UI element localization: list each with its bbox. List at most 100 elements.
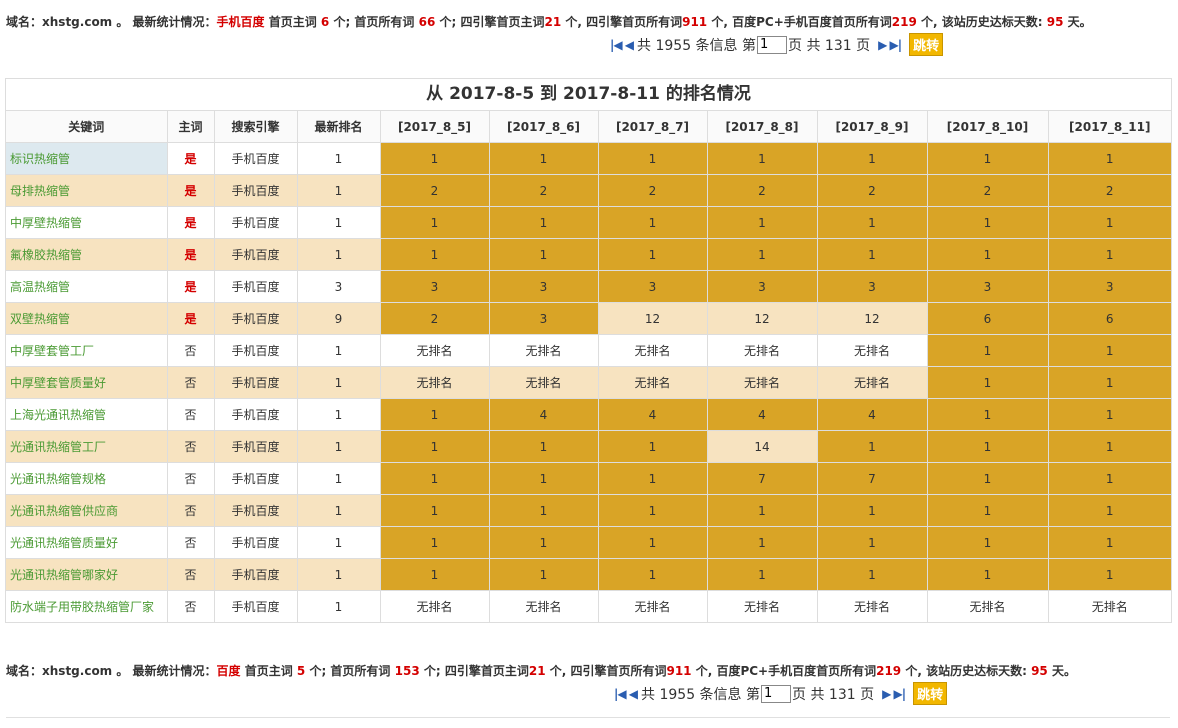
stats-value: 66 (418, 15, 436, 29)
day-rank-cell: 2 (379, 302, 490, 335)
day-rank-cell: 6 (1047, 302, 1171, 335)
first-prev-page-icon[interactable]: |◀ ◀ (610, 37, 634, 52)
stats-value: 219 (891, 15, 917, 29)
day-rank-cell: 14 (706, 430, 818, 463)
engine-cell: 手机百度 (213, 334, 298, 367)
day-rank-cell: 12 (597, 302, 708, 335)
engine-cell: 手机百度 (213, 206, 298, 239)
engine-cell: 手机百度 (213, 398, 298, 431)
day-rank-cell: 无排名 (706, 366, 818, 399)
ranking-table: 关键词 主词 搜索引擎 最新排名 [2017_8_5] [2017_8_6] [… (6, 111, 1171, 622)
go-button[interactable]: 跳转 (913, 682, 948, 705)
keyword-link[interactable]: 光通讯热缩管供应商 (6, 494, 168, 527)
day-rank-cell: 1 (488, 494, 599, 527)
day-rank-cell: 无排名 (1047, 590, 1171, 622)
day-rank-cell: 1 (926, 526, 1049, 559)
day-rank-cell: 1 (379, 526, 490, 559)
ranking-table-panel: 从 2017-8-5 到 2017-8-11 的排名情况 关键词 主词 搜索引擎… (5, 78, 1172, 623)
main-flag: 是 (166, 206, 215, 239)
latest-rank-cell: 1 (296, 206, 381, 239)
day-rank-cell: 1 (706, 558, 818, 591)
table-row: 防水端子用带胶热缩管厂家否手机百度 1 无排名 无排名 无排名 无排名 无排名 无排名 无排名 (6, 590, 1171, 622)
stats-text: 个; 四引擎首页主词 (419, 664, 529, 678)
day-rank-cell: 1 (926, 334, 1049, 367)
stats-text: 首页主词 (264, 15, 321, 29)
stats-value: 219 (876, 664, 902, 678)
keyword-link[interactable]: 母排热缩管 (6, 174, 168, 207)
day-rank-cell: 1 (816, 494, 928, 527)
day-rank-cell: 1 (706, 206, 818, 239)
day-rank-cell: 2 (706, 174, 818, 207)
main-flag: 否 (166, 366, 215, 399)
latest-rank-cell: 1 (296, 398, 381, 431)
day-rank-cell: 7 (816, 462, 928, 495)
day-rank-cell: 3 (488, 302, 599, 335)
go-button[interactable]: 跳转 (909, 33, 944, 56)
main-flag: 否 (166, 558, 215, 591)
day-rank-cell: 1 (706, 526, 818, 559)
stats-value: 95 (1046, 15, 1064, 29)
keyword-link[interactable]: 双壁热缩管 (6, 302, 168, 335)
keyword-link[interactable]: 高温热缩管 (6, 270, 168, 303)
keyword-link[interactable]: 防水端子用带胶热缩管厂家 (6, 590, 168, 622)
stats-value: 5 (296, 664, 306, 678)
day-rank-cell: 1 (1047, 494, 1171, 527)
keyword-link[interactable]: 氟橡胶热缩管 (6, 238, 168, 271)
day-rank-cell: 1 (379, 206, 490, 239)
engine-cell: 手机百度 (213, 302, 298, 335)
day-rank-cell: 无排名 (816, 366, 928, 399)
keyword-link[interactable]: 光通讯热缩管规格 (6, 462, 168, 495)
keyword-link[interactable]: 光通讯热缩管哪家好 (6, 558, 168, 591)
stats-value: 21 (528, 664, 546, 678)
latest-rank-cell: 3 (296, 270, 381, 303)
keyword-link[interactable]: 光通讯热缩管质量好 (6, 526, 168, 559)
day-rank-cell: 1 (597, 494, 708, 527)
table-body: 标识热缩管是手机百度 1 1 1 1 1 1 1 1 母排热缩管是手机百度 1 2 2 2 2 2 2 2 中厚壁热… (6, 142, 1171, 622)
day-rank-cell: 1 (926, 206, 1049, 239)
table-row: 光通讯热缩管供应商否手机百度 1 1 1 1 1 1 1 1 (6, 494, 1171, 527)
next-last-page-icon[interactable]: ▶ ▶| (878, 37, 902, 52)
main-flag: 是 (166, 174, 215, 207)
day-rank-cell: 1 (379, 462, 490, 495)
header-date: [2017_8_7] (597, 111, 708, 143)
header-date: [2017_8_5] (379, 111, 490, 143)
day-rank-cell: 1 (1047, 142, 1171, 175)
keyword-link[interactable]: 光通讯热缩管工厂 (6, 430, 168, 463)
keyword-link[interactable]: 标识热缩管 (6, 142, 168, 175)
main-flag: 否 (166, 494, 215, 527)
day-rank-cell: 无排名 (379, 366, 490, 399)
day-rank-cell: 1 (926, 462, 1049, 495)
page-number-input[interactable] (761, 684, 792, 703)
day-rank-cell: 1 (926, 558, 1049, 591)
header-date: [2017_8_11] (1047, 111, 1171, 143)
day-rank-cell: 1 (816, 558, 928, 591)
day-rank-cell: 1 (926, 238, 1049, 271)
pager-bottom: |◀ ◀ 共 1955 条信息 第 页 共 131 页 ▶ ▶| 跳转 (614, 682, 948, 705)
day-rank-cell: 4 (706, 398, 818, 431)
keyword-link[interactable]: 上海光通讯热缩管 (6, 398, 168, 431)
table-row: 双壁热缩管是手机百度 9 2 3 12 12 12 6 6 (6, 302, 1171, 335)
next-last-page-icon[interactable]: ▶ ▶| (882, 686, 906, 701)
stats-text: 天。 (1063, 15, 1092, 29)
day-rank-cell: 无排名 (597, 334, 708, 367)
table-row: 中厚壁套管工厂否手机百度 1 无排名 无排名 无排名 无排名 无排名 1 1 (6, 334, 1171, 367)
engine-cell: 手机百度 (213, 366, 298, 399)
main-flag: 否 (166, 590, 215, 622)
keyword-link[interactable]: 中厚壁热缩管 (6, 206, 168, 239)
keyword-link[interactable]: 中厚壁套管质量好 (6, 366, 168, 399)
stats-value: 21 (544, 15, 562, 29)
engine-name: 百度 (216, 664, 241, 678)
day-rank-cell: 1 (1047, 398, 1171, 431)
first-prev-page-icon[interactable]: |◀ ◀ (614, 686, 638, 701)
header-date: [2017_8_10] (926, 111, 1049, 143)
day-rank-cell: 1 (1047, 526, 1171, 559)
keyword-link[interactable]: 中厚壁套管工厂 (6, 334, 168, 367)
day-rank-cell: 1 (1047, 430, 1171, 463)
day-rank-cell: 2 (926, 174, 1049, 207)
table-row: 光通讯热缩管工厂否手机百度 1 1 1 1 14 1 1 1 (6, 430, 1171, 463)
main-flag: 是 (166, 302, 215, 335)
day-rank-cell: 无排名 (379, 590, 490, 622)
day-rank-cell: 无排名 (488, 366, 599, 399)
page-number-input[interactable] (757, 35, 788, 54)
day-rank-cell: 3 (488, 270, 599, 303)
